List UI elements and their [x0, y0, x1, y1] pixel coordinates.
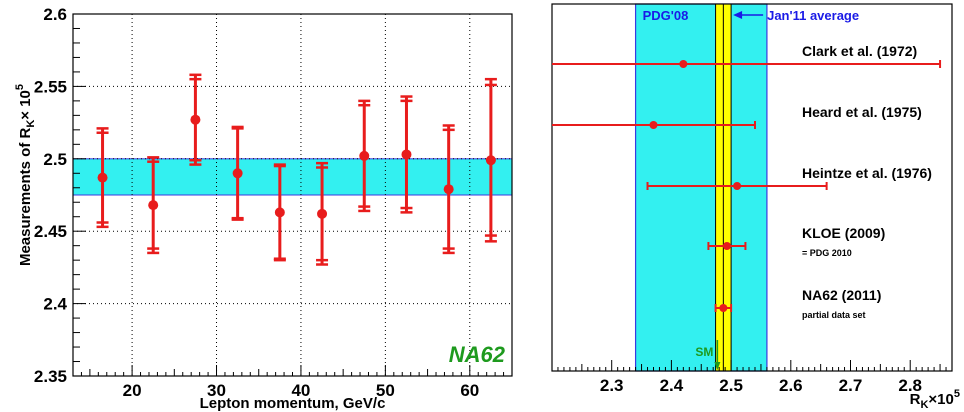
marker — [190, 114, 201, 125]
marker — [317, 208, 328, 219]
measurement-point: NA62 (2011) partial data set — [714, 287, 881, 320]
measurement-point: Heard et al. (1975) — [552, 104, 922, 129]
x-axis-label-main: R — [910, 391, 921, 408]
x-tick-label: 20 — [123, 381, 142, 400]
marker — [401, 149, 412, 160]
average-arrow-head — [733, 11, 743, 19]
right-panel: 2.3 2.4 2.5 2.6 2.7 2.8 Clark et al. (1972) He… — [551, 3, 960, 411]
marker — [485, 155, 496, 166]
x-tick-label: 2.6 — [779, 376, 803, 395]
marker — [97, 172, 108, 183]
y-tick-label: 2.6 — [43, 5, 67, 24]
measurement-label: Clark et al. (1972) — [802, 43, 917, 59]
x-tick-label: 30 — [207, 381, 226, 400]
marker — [148, 200, 159, 211]
x-tick-label: 2.7 — [839, 376, 863, 395]
data-point — [316, 161, 329, 266]
measurement-note: = PDG 2010 — [802, 248, 852, 258]
data-points — [96, 73, 497, 266]
y-axis-label-main: Measurements of R — [17, 128, 34, 267]
marker — [679, 60, 688, 68]
measurement-label: NA62 (2011) — [802, 287, 881, 303]
data-point — [400, 95, 413, 214]
y-tick-label: 2.35 — [34, 367, 67, 386]
x-axis-label-tail: ×10 — [928, 391, 953, 408]
data-point — [442, 124, 455, 255]
measurement-label: Heard et al. (1975) — [802, 104, 922, 120]
plot-frame — [551, 3, 953, 372]
data-point — [189, 73, 202, 166]
data-point — [96, 127, 109, 229]
marker — [722, 242, 731, 250]
data-point — [358, 99, 371, 213]
measurement-note: partial data set — [802, 310, 866, 320]
x-axis-label-sup: 5 — [954, 388, 960, 400]
x-tick-label: 40 — [291, 381, 310, 400]
marker — [719, 304, 728, 312]
x-axis-label: RK×105 — [910, 388, 960, 411]
left-panel: 20 30 40 50 60 2.35 2.4 2.45 2.5 2.55 2.6 NA62 Lep… — [14, 5, 513, 412]
axis-ticks: 20 30 40 50 60 2.35 2.4 2.45 2.5 2.55 2.6 — [34, 5, 513, 400]
axis-ticks: 2.3 2.4 2.5 2.6 2.7 2.8 — [557, 360, 953, 395]
na62-annotation: NA62 — [449, 342, 506, 367]
measurement-point: KLOE (2009) = PDG 2010 — [707, 225, 885, 258]
marker — [649, 121, 658, 129]
pdg08-band — [634, 3, 768, 372]
y-axis-label-tail: × 10 — [17, 90, 34, 120]
y-tick-label: 2.5 — [43, 150, 67, 169]
data-point — [484, 77, 497, 243]
grid — [73, 14, 512, 376]
marker — [443, 184, 454, 195]
marker — [359, 150, 370, 161]
data-point — [231, 125, 244, 221]
y-tick-label: 2.45 — [34, 222, 67, 241]
y-axis-label: Measurements of RK× 105 — [14, 84, 37, 266]
x-tick-label: 2.5 — [719, 376, 743, 395]
x-axis-label-sub: K — [920, 399, 928, 411]
data-point — [147, 156, 160, 255]
x-axis-label: Lepton momentum, GeV/c — [200, 395, 386, 412]
y-tick-label: 2.55 — [34, 77, 67, 96]
x-tick-label: 50 — [376, 381, 395, 400]
x-tick-label: 60 — [460, 381, 479, 400]
x-tick-label: 2.8 — [898, 376, 922, 395]
y-axis-label-sub: K — [25, 120, 37, 128]
measurement-point: Heintze et al. (1976) — [646, 165, 932, 190]
measurements: Clark et al. (1972) Heard et al. (1975) He… — [552, 43, 942, 320]
y-tick-label: 2.4 — [43, 295, 67, 314]
marker — [232, 168, 243, 179]
measurement-label: KLOE (2009) — [802, 225, 885, 241]
y-axis-label-sup: 5 — [14, 84, 26, 90]
data-point — [273, 163, 286, 262]
x-tick-label: 2.4 — [660, 376, 684, 395]
pdg08-label: PDG'08 — [643, 8, 689, 23]
marker — [274, 207, 285, 218]
measurement-label: Heintze et al. (1976) — [802, 165, 932, 181]
average-band — [72, 158, 513, 196]
sm-label: SM — [695, 345, 713, 359]
sm-arrow-head — [714, 362, 721, 370]
measurement-point: Clark et al. (1972) — [552, 43, 942, 68]
average-label: Jan'11 average — [767, 8, 859, 23]
marker — [733, 182, 742, 190]
x-tick-label: 2.3 — [600, 376, 624, 395]
